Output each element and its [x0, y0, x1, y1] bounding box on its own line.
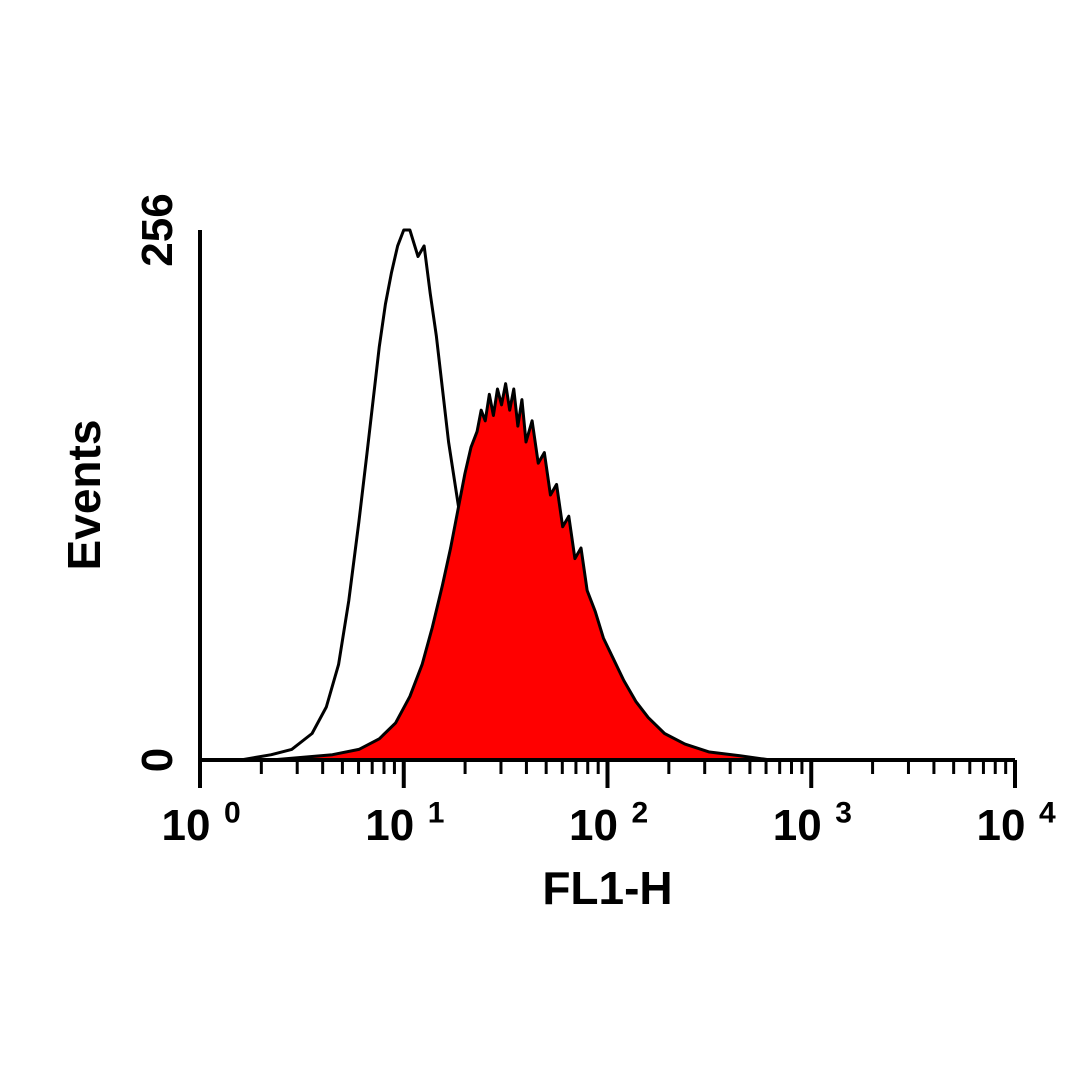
svg-text:1: 1 [428, 796, 445, 829]
x-axis-label: FL1-H [542, 862, 672, 914]
svg-text:2: 2 [632, 796, 649, 829]
svg-text:10: 10 [162, 801, 211, 850]
flow-cytometry-histogram: 10 0 10 1 10 2 10 3 10 4 0 256 FL1-H Events [0, 0, 1080, 1089]
y-axis-label: Events [58, 420, 110, 571]
svg-text:3: 3 [835, 796, 852, 829]
svg-text:10: 10 [365, 801, 414, 850]
chart-svg: 10 0 10 1 10 2 10 3 10 4 0 256 FL1-H Events [0, 0, 1080, 1089]
svg-text:10: 10 [569, 801, 618, 850]
y-tick-label: 0 [133, 748, 182, 772]
svg-text:4: 4 [1039, 796, 1056, 829]
svg-text:10: 10 [977, 801, 1026, 850]
svg-text:0: 0 [224, 796, 241, 829]
svg-text:10: 10 [773, 801, 822, 850]
y-tick-label: 256 [133, 193, 182, 266]
